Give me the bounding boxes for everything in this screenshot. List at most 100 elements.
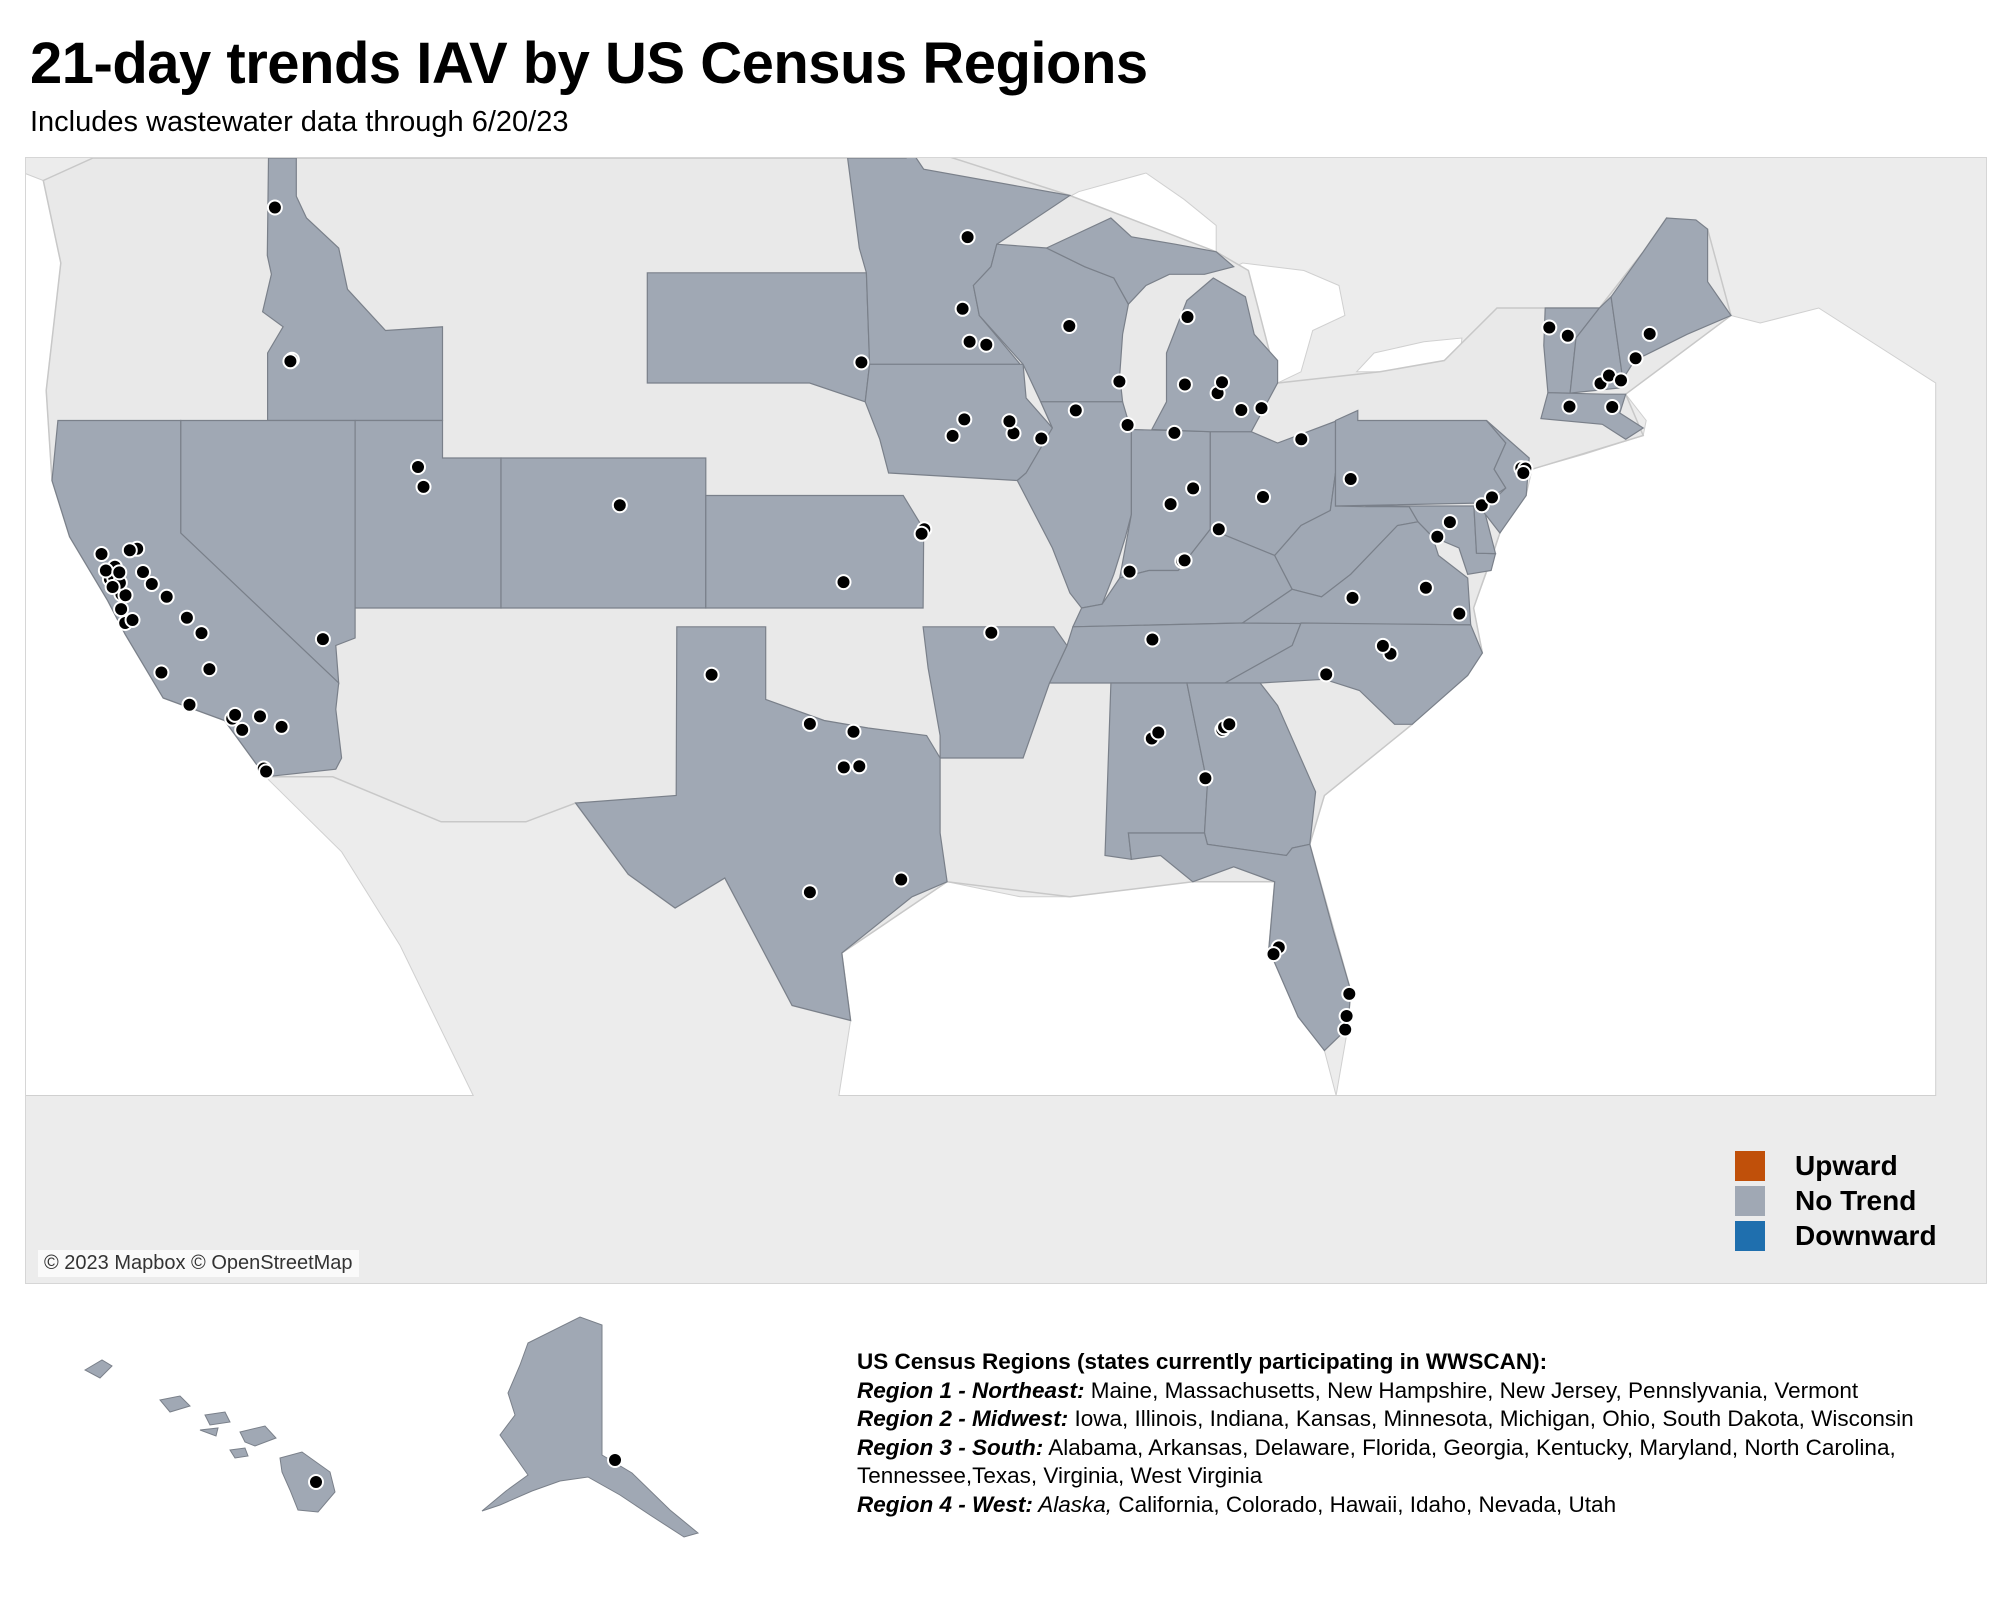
- site-marker[interactable]: [93, 546, 110, 562]
- state-arkansas[interactable]: [922, 626, 1068, 759]
- site-marker[interactable]: [410, 459, 426, 475]
- site-marker[interactable]: [1561, 398, 1578, 415]
- site-marker[interactable]: [801, 715, 818, 732]
- site-marker[interactable]: [201, 661, 218, 678]
- site-marker[interactable]: [835, 759, 852, 776]
- site-marker[interactable]: [1150, 724, 1167, 741]
- site-marker[interactable]: [1253, 400, 1270, 417]
- site-marker[interactable]: [1221, 716, 1238, 733]
- site-marker[interactable]: [1342, 471, 1359, 487]
- site-marker[interactable]: [104, 579, 121, 595]
- legend-item-downward[interactable]: Downward: [1735, 1218, 1937, 1253]
- site-marker[interactable]: [308, 1474, 324, 1490]
- site-marker[interactable]: [1179, 309, 1196, 325]
- site-marker[interactable]: [1374, 637, 1391, 654]
- site-marker[interactable]: [845, 723, 862, 740]
- site-marker[interactable]: [1341, 985, 1358, 1002]
- state-kansas[interactable]: [705, 494, 925, 609]
- site-marker[interactable]: [944, 427, 961, 444]
- site-marker[interactable]: [1541, 319, 1558, 336]
- site-marker[interactable]: [835, 574, 852, 591]
- site-marker[interactable]: [273, 718, 290, 735]
- map-attribution[interactable]: © 2023 Mapbox © OpenStreetMap: [38, 1250, 359, 1277]
- alaska-inset-map[interactable]: [470, 1305, 740, 1545]
- site-marker[interactable]: [1162, 496, 1179, 513]
- site-marker[interactable]: [1337, 1021, 1354, 1038]
- site-marker[interactable]: [1641, 325, 1658, 342]
- site-marker[interactable]: [124, 612, 141, 628]
- site-marker[interactable]: [1185, 480, 1202, 497]
- site-marker[interactable]: [143, 576, 160, 592]
- state-texas[interactable]: [574, 626, 948, 1022]
- site-marker[interactable]: [1214, 374, 1230, 391]
- state-maine[interactable]: [1610, 217, 1732, 381]
- state-southdakota[interactable]: [646, 272, 871, 403]
- site-marker[interactable]: [113, 601, 130, 618]
- site-marker[interactable]: [1210, 521, 1227, 538]
- site-marker[interactable]: [314, 631, 331, 648]
- map-canvas[interactable]: [26, 158, 1986, 1283]
- site-marker[interactable]: [703, 666, 720, 683]
- site-marker[interactable]: [111, 564, 128, 581]
- state-colorado[interactable]: [500, 457, 707, 609]
- site-marker[interactable]: [178, 609, 195, 626]
- site-marker[interactable]: [1033, 430, 1050, 447]
- state-michiganup[interactable]: [1045, 217, 1235, 306]
- site-marker[interactable]: [121, 542, 138, 559]
- site-marker[interactable]: [1627, 350, 1644, 367]
- site-marker[interactable]: [234, 721, 251, 738]
- legend-item-no-trend[interactable]: No Trend: [1735, 1183, 1937, 1218]
- hawaii-inset-map[interactable]: [40, 1330, 360, 1530]
- state-florida[interactable]: [1127, 832, 1352, 1052]
- site-marker[interactable]: [1451, 605, 1468, 622]
- site-marker[interactable]: [959, 229, 976, 246]
- site-marker[interactable]: [252, 708, 268, 725]
- site-marker[interactable]: [853, 354, 870, 371]
- site-marker[interactable]: [1515, 465, 1532, 481]
- site-marker[interactable]: [1318, 666, 1335, 683]
- site-marker[interactable]: [611, 497, 628, 514]
- legend-item-upward[interactable]: Upward: [1735, 1148, 1937, 1183]
- site-marker[interactable]: [1265, 946, 1282, 963]
- site-marker[interactable]: [153, 664, 170, 681]
- site-marker[interactable]: [607, 1452, 623, 1468]
- site-marker[interactable]: [961, 333, 978, 350]
- site-marker[interactable]: [415, 478, 432, 495]
- site-marker[interactable]: [1338, 1008, 1355, 1024]
- site-marker[interactable]: [193, 625, 210, 642]
- site-marker[interactable]: [1176, 552, 1193, 569]
- site-marker[interactable]: [983, 624, 1000, 641]
- site-marker[interactable]: [913, 525, 930, 542]
- site-marker[interactable]: [801, 884, 818, 901]
- site-marker[interactable]: [1067, 402, 1084, 419]
- site-marker[interactable]: [1344, 589, 1361, 606]
- site-marker[interactable]: [956, 411, 973, 428]
- site-marker[interactable]: [1111, 373, 1128, 390]
- site-marker[interactable]: [1233, 402, 1250, 418]
- site-marker[interactable]: [258, 763, 275, 780]
- state-wisconsin[interactable]: [972, 243, 1130, 403]
- site-marker[interactable]: [181, 696, 198, 713]
- site-marker[interactable]: [1293, 431, 1310, 448]
- site-marker[interactable]: [1559, 327, 1576, 344]
- site-marker[interactable]: [1119, 417, 1136, 433]
- site-marker[interactable]: [266, 199, 283, 216]
- site-marker[interactable]: [1604, 399, 1621, 415]
- site-marker[interactable]: [1166, 424, 1183, 441]
- state-northcarolina[interactable]: [1222, 622, 1484, 725]
- main-map[interactable]: © 2023 Mapbox © OpenStreetMap: [25, 157, 1987, 1284]
- site-marker[interactable]: [282, 353, 299, 370]
- site-marker[interactable]: [135, 564, 151, 580]
- site-marker[interactable]: [227, 706, 244, 723]
- site-marker[interactable]: [97, 562, 114, 579]
- site-marker[interactable]: [851, 758, 868, 775]
- site-marker[interactable]: [1001, 413, 1018, 430]
- site-marker[interactable]: [1197, 770, 1214, 787]
- state-idaho[interactable]: [261, 158, 444, 422]
- site-marker[interactable]: [1613, 372, 1629, 389]
- site-marker[interactable]: [158, 588, 175, 605]
- site-marker[interactable]: [1484, 489, 1500, 506]
- site-marker[interactable]: [954, 300, 971, 317]
- site-marker[interactable]: [1417, 579, 1434, 596]
- site-marker[interactable]: [1429, 528, 1446, 545]
